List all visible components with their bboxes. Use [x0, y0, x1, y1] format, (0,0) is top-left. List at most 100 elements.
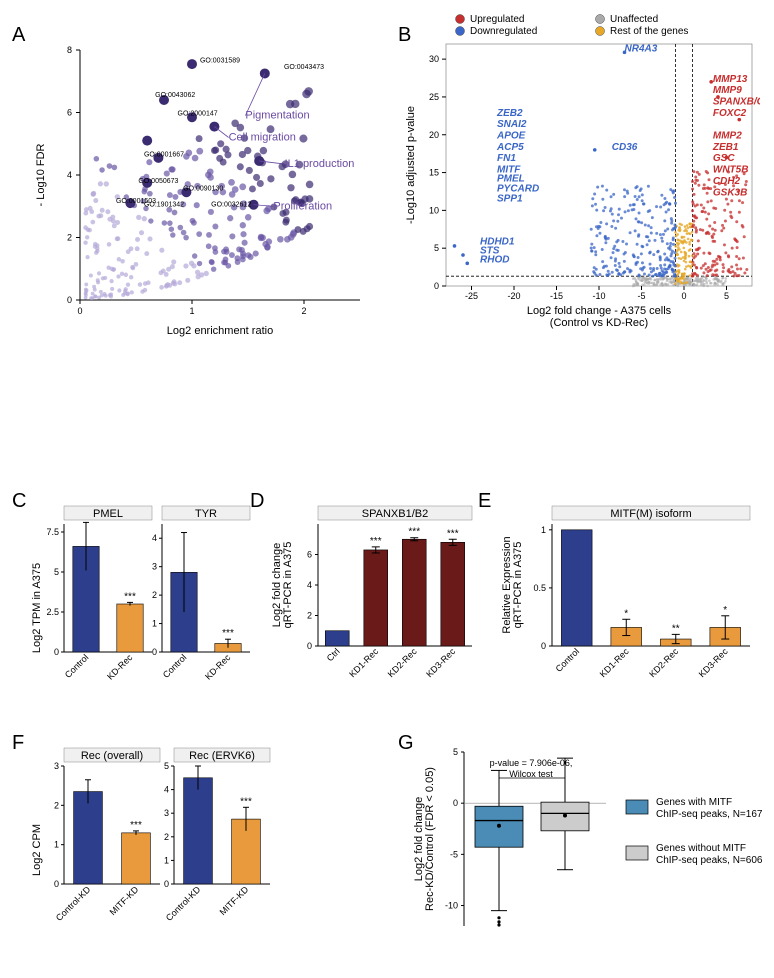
svg-text:-15: -15 [550, 291, 563, 301]
svg-text:SPP1: SPP1 [497, 193, 523, 204]
svg-text:0: 0 [453, 798, 458, 808]
svg-text:2: 2 [54, 800, 59, 810]
svg-text:Control-KD: Control-KD [54, 884, 93, 923]
svg-text:MITF-KD: MITF-KD [218, 884, 251, 917]
svg-text:Ctrl: Ctrl [325, 646, 342, 663]
svg-text:5: 5 [724, 291, 729, 301]
svg-text:2: 2 [301, 306, 306, 316]
svg-text:30: 30 [429, 54, 439, 64]
svg-text:Genes with MITF: Genes with MITF [656, 797, 732, 808]
svg-text:ChIP-seq peaks, N=606: ChIP-seq peaks, N=606 [656, 855, 763, 866]
svg-text:7.5: 7.5 [46, 527, 59, 537]
svg-text:GO:0050673: GO:0050673 [138, 178, 178, 185]
svg-text:GO:0001667: GO:0001667 [144, 151, 184, 158]
svg-text:IL1 production: IL1 production [285, 158, 355, 170]
svg-text:ChIP-seq peaks, N=167: ChIP-seq peaks, N=167 [656, 809, 763, 820]
svg-text:ACP5: ACP5 [496, 142, 524, 153]
svg-text:***: *** [408, 527, 420, 538]
svg-text:4: 4 [164, 785, 169, 795]
svg-text:(Control vs KD-Rec): (Control vs KD-Rec) [550, 317, 648, 329]
svg-text:Upregulated: Upregulated [470, 14, 524, 25]
svg-text:6: 6 [307, 550, 312, 560]
svg-text:0: 0 [54, 647, 59, 657]
svg-text:0: 0 [434, 281, 439, 291]
svg-text:APOE: APOE [496, 131, 526, 142]
svg-text:Log2 fold change - A375 cells: Log2 fold change - A375 cells [527, 305, 672, 317]
svg-text:1: 1 [189, 306, 194, 316]
svg-text:WNT5B: WNT5B [713, 165, 749, 176]
svg-text:Rec (overall): Rec (overall) [81, 750, 143, 762]
panel-label-e: E [478, 490, 491, 513]
svg-text:PMEL: PMEL [93, 508, 123, 520]
svg-text:3: 3 [152, 562, 157, 572]
svg-text:***: *** [222, 628, 234, 639]
svg-text:1: 1 [54, 840, 59, 850]
svg-text:***: *** [124, 591, 136, 602]
svg-text:0: 0 [67, 295, 72, 305]
svg-text:-10: -10 [445, 901, 458, 911]
svg-text:FOXC2: FOXC2 [713, 108, 747, 119]
svg-text:***: *** [130, 820, 142, 831]
svg-text:25: 25 [429, 92, 439, 102]
svg-text:Log2 enrichment ratio: Log2 enrichment ratio [167, 325, 273, 337]
svg-text:-25: -25 [465, 291, 478, 301]
svg-text:2: 2 [67, 233, 72, 243]
panel-g-chart: -10-505Log2 fold changeRec-KD/Control (F… [408, 740, 768, 960]
svg-text:Log2 TPM in A375: Log2 TPM in A375 [31, 563, 43, 653]
svg-text:1: 1 [541, 525, 546, 535]
svg-text:SPANXB/C: SPANXB/C [713, 97, 760, 108]
svg-text:ZEB2: ZEB2 [496, 108, 523, 119]
svg-text:KD1-Rec: KD1-Rec [598, 646, 631, 679]
svg-text:KD1-Rec: KD1-Rec [347, 646, 380, 679]
svg-text:ZEB1: ZEB1 [712, 142, 739, 153]
svg-text:SNAI2: SNAI2 [497, 119, 527, 130]
svg-text:20: 20 [429, 130, 439, 140]
svg-text:0: 0 [164, 879, 169, 889]
svg-text:KD-Rec: KD-Rec [203, 652, 233, 682]
svg-text:Control: Control [63, 652, 91, 680]
svg-text:GSK3B: GSK3B [713, 187, 747, 198]
svg-text:-10: -10 [592, 291, 605, 301]
svg-text:Genes without MITF: Genes without MITF [656, 843, 746, 854]
svg-text:2: 2 [307, 611, 312, 621]
svg-text:0.5: 0.5 [533, 583, 546, 593]
svg-text:KD2-Rec: KD2-Rec [647, 646, 680, 679]
panel-e-chart: MITF(M) isoform00.51Relative Expressionq… [498, 498, 768, 718]
svg-text:Rec (ERVK6): Rec (ERVK6) [189, 750, 255, 762]
svg-text:5: 5 [164, 761, 169, 771]
svg-text:5: 5 [453, 747, 458, 757]
svg-text:MITF-KD: MITF-KD [108, 884, 141, 917]
svg-text:MITF(M) isoform: MITF(M) isoform [610, 508, 691, 520]
svg-text:NR4A3: NR4A3 [625, 44, 658, 55]
svg-text:Rest of the genes: Rest of the genes [610, 26, 688, 37]
svg-text:*: * [723, 605, 727, 616]
svg-text:3: 3 [164, 808, 169, 818]
svg-text:2.5: 2.5 [46, 607, 59, 617]
panel-label-f: F [12, 732, 24, 755]
svg-text:RHOD: RHOD [480, 255, 509, 266]
svg-text:Proliferation: Proliferation [273, 200, 332, 212]
svg-text:***: *** [447, 528, 459, 539]
svg-text:6: 6 [67, 108, 72, 118]
svg-text:CDH2: CDH2 [713, 176, 741, 187]
svg-text:Rec-KD/Control (FDR < 0.05): Rec-KD/Control (FDR < 0.05) [424, 767, 436, 911]
svg-text:0: 0 [541, 641, 546, 651]
svg-text:4: 4 [152, 533, 157, 543]
svg-text:Unaffected: Unaffected [610, 14, 658, 25]
svg-text:15: 15 [429, 168, 439, 178]
svg-text:1: 1 [152, 619, 157, 629]
svg-text:8: 8 [67, 45, 72, 55]
svg-text:GO:1901342: GO:1901342 [144, 201, 184, 208]
svg-text:KD2-Rec: KD2-Rec [386, 646, 419, 679]
svg-text:-Log10 adjusted p-value: -Log10 adjusted p-value [405, 106, 417, 224]
svg-text:Log2 CPM: Log2 CPM [31, 824, 43, 876]
svg-text:GO:0090130: GO:0090130 [183, 186, 223, 193]
svg-text:qRT-PCR in A375: qRT-PCR in A375 [512, 542, 524, 629]
svg-text:KD3-Rec: KD3-Rec [697, 646, 730, 679]
svg-text:*: * [624, 608, 628, 619]
svg-text:Control: Control [161, 652, 189, 680]
svg-text:MMP13: MMP13 [713, 74, 748, 85]
svg-text:Downregulated: Downregulated [470, 26, 537, 37]
panel-label-a: A [12, 24, 25, 47]
panel-b-chart: -25-20-15-10-505051015202530Log2 fold ch… [400, 12, 760, 332]
